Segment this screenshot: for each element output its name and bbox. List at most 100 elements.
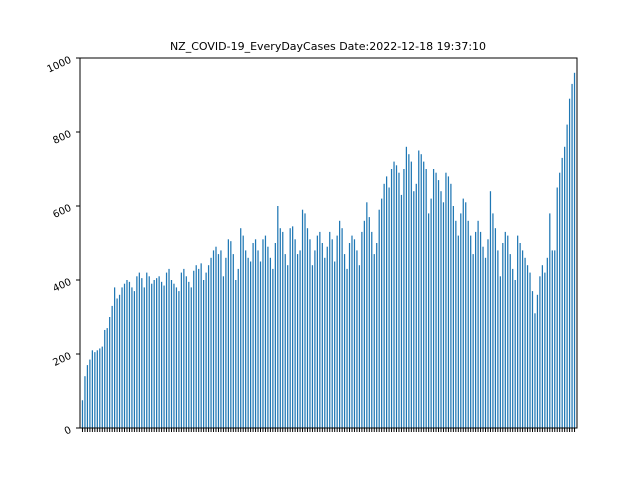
bar [529,272,531,428]
bar [235,280,237,428]
bar [383,183,385,428]
bar [91,350,93,428]
bar [158,276,160,428]
bar [205,272,207,428]
bar [299,250,301,428]
y-axis: 0 200 400 600 800 1000 [46,55,80,437]
bar [479,231,482,428]
bar [106,328,108,428]
bar [316,235,318,428]
bar [546,257,548,428]
bar [494,228,497,428]
bar [123,283,126,428]
bar [279,228,281,428]
bar [353,239,356,428]
bar [492,213,494,428]
bar [477,220,479,428]
bar [489,191,492,428]
bar [393,161,395,428]
bar [571,83,573,429]
bar [568,98,571,428]
bar [193,270,195,428]
bar [425,169,427,428]
bar [470,235,472,428]
bar [254,239,257,428]
bar [178,291,180,428]
bar [460,213,462,428]
bar [168,268,170,428]
bar [351,235,353,428]
bar [405,146,408,429]
bar [245,250,247,428]
bar [96,350,98,428]
bar [257,250,259,428]
bar [183,268,185,428]
bar [373,254,375,428]
bar [89,359,91,428]
bar [440,191,442,428]
bar [378,209,380,428]
bar [467,220,469,428]
bar [252,243,254,428]
bar [203,280,205,428]
bar [131,287,133,428]
bar [398,172,400,428]
bar [512,268,514,428]
bar [225,257,227,428]
bar [232,254,234,428]
bar [292,226,294,428]
bar [336,235,338,428]
bar [160,281,163,428]
bar [437,180,440,428]
bar [128,281,131,428]
bar [304,213,306,428]
bar [507,235,509,428]
bar [385,176,388,428]
bar [294,239,296,428]
bar [272,268,274,428]
bars-group [81,72,576,429]
bar [408,154,410,428]
bar [331,239,333,428]
bar [420,154,422,428]
bar [114,287,116,428]
bar [321,243,323,428]
bar [435,172,437,428]
bar [296,254,299,428]
bar [395,165,398,429]
bar [462,198,464,428]
bar [329,231,331,428]
bar [301,209,304,428]
bar [165,272,168,428]
bar [148,276,150,428]
bar [482,246,484,428]
bar [465,202,467,428]
bar [442,202,445,428]
bar [170,280,173,428]
bar [504,231,506,428]
bar [531,291,534,428]
bar [432,169,435,428]
bar [457,235,459,428]
bar [428,213,430,428]
bar [544,272,546,428]
bar [101,346,103,428]
bar [81,400,84,428]
bar [173,283,175,428]
bar [573,72,576,429]
bar [259,261,262,428]
bar [366,202,368,428]
bar [198,268,200,428]
bar [566,124,568,428]
bar [247,257,249,428]
bar [210,257,212,428]
bar [413,191,415,428]
bar [141,278,143,428]
bar [346,268,348,428]
bar [121,287,123,428]
bar [262,239,264,428]
plot-frame [79,57,578,429]
bar [343,254,346,428]
bar [274,243,276,428]
